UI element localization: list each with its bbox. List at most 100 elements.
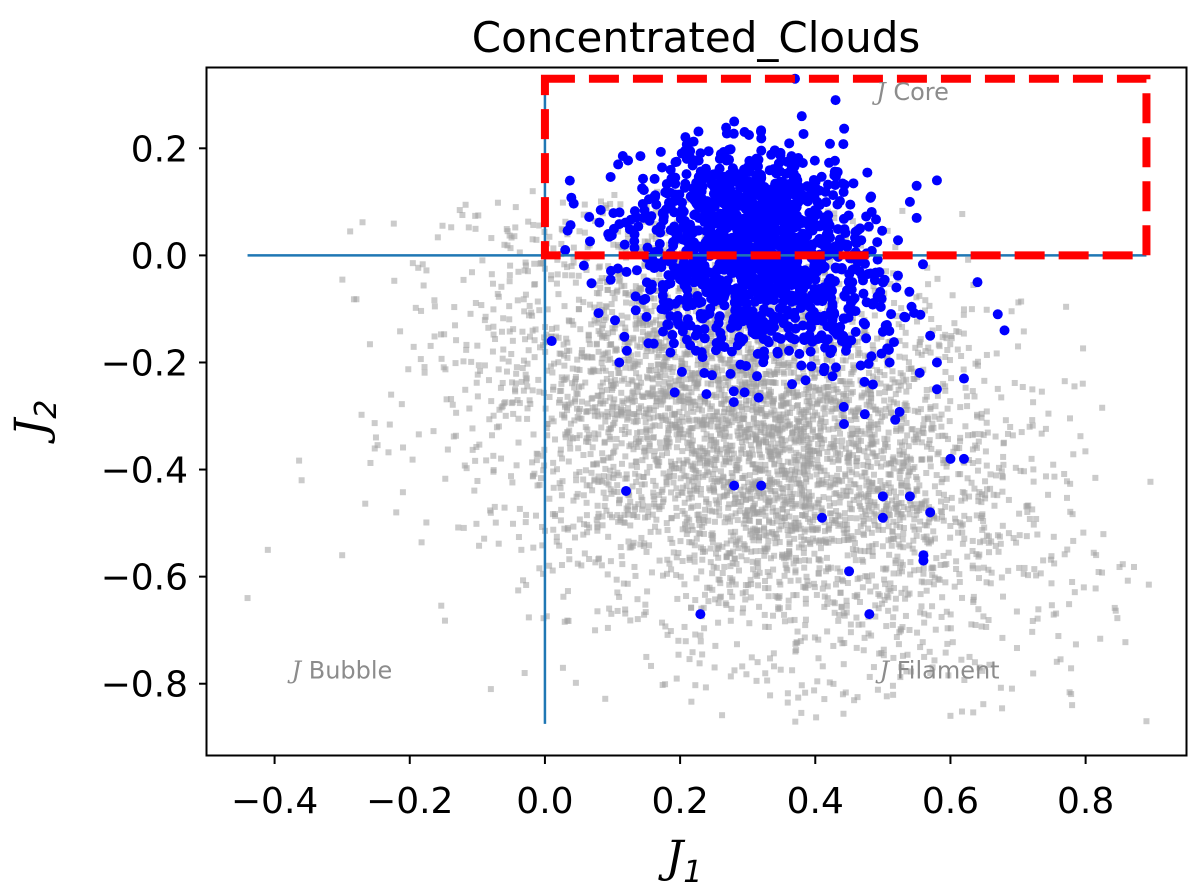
background-point	[707, 442, 714, 449]
background-point	[758, 341, 765, 348]
background-point	[823, 554, 830, 561]
background-point	[931, 413, 938, 420]
background-point	[730, 532, 737, 539]
background-point	[565, 458, 572, 465]
background-point	[1097, 635, 1104, 642]
background-point	[1061, 471, 1068, 478]
background-point	[772, 540, 779, 547]
background-point	[578, 350, 585, 357]
background-point	[884, 227, 891, 234]
background-point	[709, 377, 716, 384]
background-point	[600, 321, 607, 328]
background-point	[785, 597, 792, 604]
background-point	[959, 521, 966, 528]
background-point	[798, 682, 805, 689]
background-point	[723, 492, 730, 499]
background-point	[736, 385, 743, 392]
background-point	[827, 256, 834, 263]
background-point	[883, 623, 890, 630]
background-point	[439, 222, 446, 229]
background-point	[599, 513, 606, 520]
background-point	[766, 386, 773, 393]
background-point	[574, 560, 581, 567]
background-point	[983, 419, 990, 426]
background-point	[853, 443, 860, 450]
background-point	[813, 714, 820, 721]
background-point	[837, 589, 844, 596]
background-point	[891, 458, 898, 465]
background-point	[827, 564, 834, 571]
background-point	[948, 494, 955, 501]
background-point	[981, 377, 988, 384]
background-point	[915, 526, 922, 533]
background-point	[514, 297, 521, 304]
background-point	[930, 581, 937, 588]
background-point	[637, 435, 644, 442]
background-point	[834, 565, 841, 572]
background-point	[865, 630, 872, 637]
background-point	[569, 380, 576, 387]
background-point	[393, 509, 400, 516]
background-point	[543, 367, 550, 374]
background-point	[689, 447, 696, 454]
background-point	[953, 445, 960, 452]
background-point	[829, 458, 836, 465]
background-point	[728, 447, 735, 454]
background-point	[898, 589, 905, 596]
background-point	[662, 412, 669, 419]
background-point	[676, 465, 683, 472]
background-point	[534, 451, 541, 458]
background-point	[641, 261, 648, 268]
background-point	[1038, 430, 1045, 437]
background-point	[835, 522, 842, 529]
background-point	[704, 344, 711, 351]
background-point	[715, 545, 722, 552]
background-point	[499, 379, 506, 386]
background-point	[589, 354, 596, 361]
background-point	[686, 656, 693, 663]
background-point	[743, 384, 750, 391]
background-point	[802, 583, 809, 590]
background-point	[543, 425, 550, 432]
background-point	[797, 638, 804, 645]
background-point	[595, 431, 602, 438]
background-point	[859, 584, 866, 591]
background-point	[957, 438, 964, 445]
background-point	[841, 537, 848, 544]
background-point	[566, 556, 573, 563]
background-point	[928, 445, 935, 452]
concentrated-point	[613, 159, 624, 170]
background-point	[779, 397, 786, 404]
background-point	[772, 531, 779, 538]
background-point	[766, 517, 773, 524]
background-point	[584, 353, 591, 360]
background-point	[936, 415, 943, 422]
background-point	[830, 382, 837, 389]
background-point	[717, 468, 724, 475]
background-point	[745, 341, 752, 348]
background-point	[882, 441, 889, 448]
background-point	[462, 386, 469, 393]
background-point	[460, 358, 467, 365]
background-point	[711, 461, 718, 468]
background-point	[715, 302, 722, 309]
background-point	[576, 415, 583, 422]
background-point	[925, 519, 932, 526]
background-point	[975, 606, 982, 613]
background-point	[599, 456, 606, 463]
background-point	[534, 482, 541, 489]
background-point	[559, 199, 566, 206]
background-point	[923, 393, 930, 400]
background-point	[647, 367, 654, 374]
background-point	[806, 421, 813, 428]
background-point	[544, 420, 551, 427]
background-point	[753, 419, 760, 426]
background-point	[1030, 521, 1037, 528]
background-point	[764, 379, 771, 386]
background-point	[584, 529, 591, 536]
background-point	[427, 342, 434, 349]
background-point	[1061, 378, 1068, 385]
background-point	[902, 595, 909, 602]
background-point	[1070, 451, 1077, 458]
background-point	[774, 495, 781, 502]
